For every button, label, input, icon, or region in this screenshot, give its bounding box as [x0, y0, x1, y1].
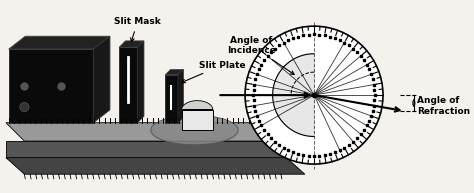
- Polygon shape: [178, 69, 183, 123]
- Polygon shape: [273, 54, 314, 136]
- Circle shape: [245, 26, 383, 164]
- Text: Angle of
Incidence: Angle of Incidence: [227, 36, 294, 74]
- Polygon shape: [119, 47, 137, 123]
- Polygon shape: [119, 41, 144, 47]
- Text: Slit Plate: Slit Plate: [182, 61, 246, 83]
- Polygon shape: [137, 41, 144, 123]
- Polygon shape: [182, 101, 213, 110]
- Ellipse shape: [151, 115, 238, 145]
- Polygon shape: [6, 158, 305, 174]
- Polygon shape: [165, 75, 178, 123]
- Polygon shape: [6, 141, 286, 158]
- Polygon shape: [6, 123, 305, 141]
- Text: Angle of
Refraction: Angle of Refraction: [418, 96, 471, 116]
- Polygon shape: [182, 110, 213, 130]
- Polygon shape: [9, 49, 93, 123]
- Polygon shape: [165, 69, 183, 75]
- Text: Slit Mask: Slit Mask: [114, 17, 161, 42]
- Circle shape: [20, 102, 29, 112]
- Polygon shape: [9, 36, 110, 49]
- Polygon shape: [93, 36, 110, 123]
